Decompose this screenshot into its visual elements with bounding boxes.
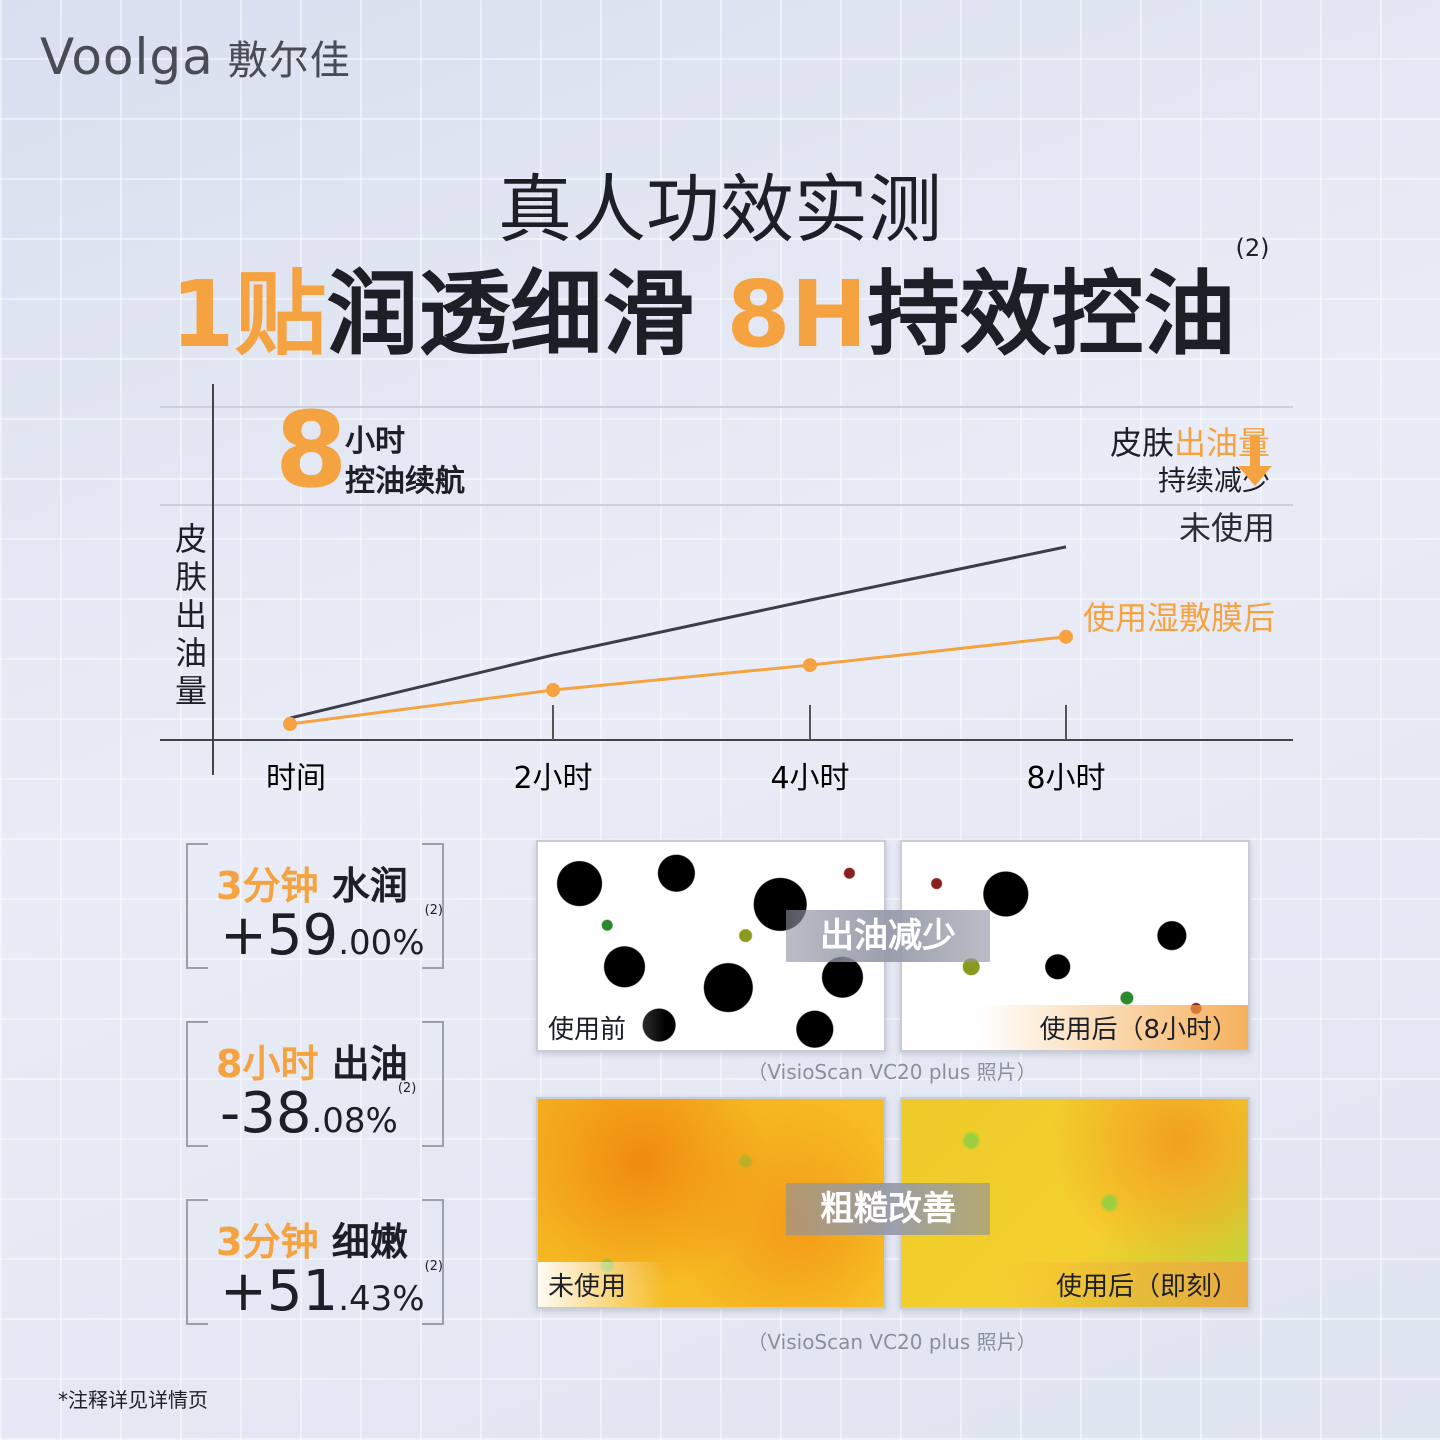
badge-line: 控油续航 [345,464,465,499]
stat: 8小时 出油 -38.08% (2) [186,1021,444,1147]
title: 真人功效实测 [498,167,942,253]
y-axis-label: 皮肤出油量 [170,522,208,712]
point [1059,629,1073,644]
badge-number: 8 [275,389,348,511]
note: (2) [1235,234,1270,262]
series-line [289,545,1067,720]
stat-label: 细嫩 [331,1220,408,1264]
arrow-icon [1238,436,1272,486]
stat-label: 水润 [331,864,408,908]
stat-highlight: 3分钟 [216,864,319,908]
stat-label: 出油 [331,1042,408,1086]
note: (2) [397,1081,417,1096]
footnote: *注释详见详情页 [58,1388,208,1412]
image-badge: 粗糙改善 [786,1183,990,1235]
image-badge: 出油减少 [786,910,990,962]
badge-line: 小时 [345,424,405,459]
legend-label: 使用湿敷膜后 [1083,599,1275,637]
scan-image: 使用前 [536,840,886,1052]
headline-part: 1贴 [170,261,327,368]
callout-part: 皮肤 [1109,424,1174,462]
stat-highlight: 3分钟 [216,1220,319,1264]
stat-value: +59 [220,903,339,968]
scan-image: 使用后（即刻） [900,1097,1250,1309]
stat-decimal: .43% [338,1279,425,1319]
headline-part: 持效控油 [867,261,1236,368]
brand-name: 敷尔佳 [227,38,351,84]
image-label: 使用前 [538,1005,667,1050]
x-tick-label: 2小时 [513,761,592,796]
point [803,658,817,673]
x-tick-label: 4小时 [770,761,849,796]
stat: 3分钟 细嫩 +51.43% (2) [186,1199,444,1325]
stat-decimal: .08% [311,1101,398,1141]
x-tick-label: 8小时 [1026,761,1105,796]
point [283,717,297,732]
stat-value: -38 [220,1081,312,1146]
headline-part: 8H [726,261,868,368]
image-label: 使用后（8小时） [979,1005,1248,1050]
stat-decimal: .00% [338,923,425,963]
headline: 1贴润透细滑 8H持效控油(2) [0,234,1440,373]
caption: （VisioScan VC20 plus 照片） [747,1060,1037,1084]
legend-label: 未使用 [1179,509,1275,547]
logo: Voolga 敷尔佳 [40,28,351,86]
stat-value: +51 [220,1259,339,1324]
stat-highlight: 8小时 [216,1042,319,1086]
point [546,683,560,698]
image-label: 使用后（即刻） [995,1262,1248,1307]
note: (2) [424,903,443,918]
note: (2) [424,1259,443,1274]
series-line [289,635,1067,726]
image-label: 未使用 [538,1262,667,1307]
x-tick-label: 时间 [266,761,326,796]
logo-text: Voolga [40,28,214,86]
headline-part: 润透细滑 [326,261,695,368]
badge-text: 小时 控油续航 [345,422,465,502]
stat: 3分钟 水润 +59.00% (2) [186,843,444,969]
caption: （VisioScan VC20 plus 照片） [747,1330,1037,1354]
